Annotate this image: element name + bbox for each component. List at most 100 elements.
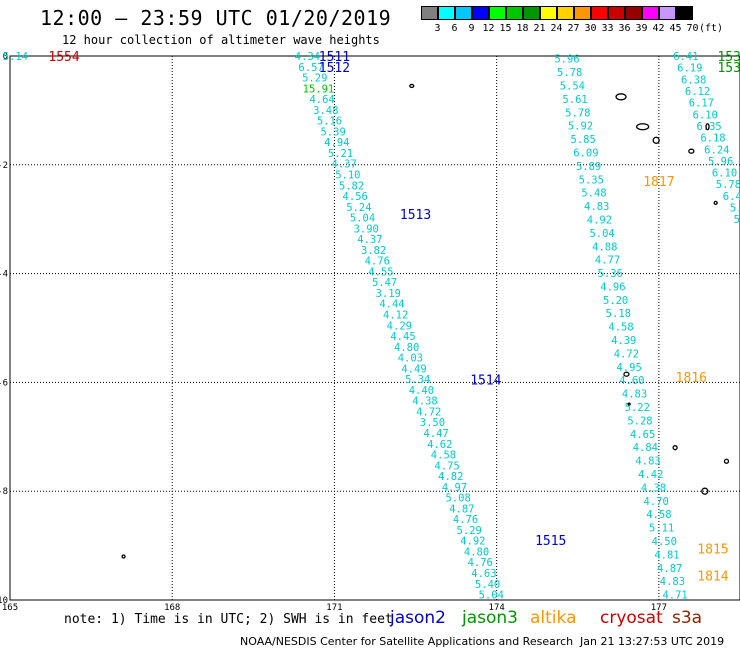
wave-height-point: 5.34 [405,374,430,386]
color-swatch [608,6,625,20]
color-scale-label: 3 [434,23,441,34]
wave-height-point: 6.4 [723,191,740,203]
wave-height-point: 4.44 [379,299,404,311]
wave-height-point: 4.65 [630,429,655,441]
pass-time-label: 1514 [470,374,501,389]
wave-height-point: 4.81 [654,549,679,561]
wave-height-point: 4.34 [295,51,320,63]
pass-time-label: 153 [717,50,740,65]
wave-height-point: 4.37 [357,234,382,246]
y-tick-label: -2 [0,161,8,171]
color-swatch [625,6,642,20]
y-tick-label: -8 [0,487,8,497]
wave-height-point: 4.72 [614,348,639,360]
color-scale-label: 9 [468,23,475,34]
island-outline [701,487,709,495]
x-tick-label: 177 [651,603,667,613]
wave-height-point: 4.58 [608,322,633,334]
legend-jason2: jason2 [390,608,446,628]
wave-height-point: 4.56 [343,191,368,203]
wave-height-point: 4.47 [423,428,448,440]
wave-height-point: 6.24 [704,144,729,156]
y-tick-label: 0 [3,52,8,62]
wave-height-point: 6.57 [298,62,323,74]
wave-height-point: 4.76 [453,514,478,526]
pass-time-label: 1817 [643,175,674,190]
island-outline [672,445,678,451]
credit-line: NOAA/NESDIS Center for Satellite Applica… [240,635,574,648]
wave-height-point: 5.78 [565,107,590,119]
wave-height-point: 5.35 [579,174,604,186]
wave-height-point: 3.19 [376,288,401,300]
wave-height-point: 4.03 [398,353,423,365]
wave-height-point: 5.16 [317,116,342,128]
x-tick-label: 174 [489,603,505,613]
wave-height-point: 5.47 [372,277,397,289]
pass-time-label: 1512 [319,61,350,76]
wave-height-point: 4.92 [587,214,612,226]
wave-height-point: 5.85 [571,134,596,146]
wave-height-point: 3.50 [420,417,445,429]
wave-height-point: 4.84 [633,442,658,454]
generated-timestamp: Jan 21 13:27:53 UTC 2019 [580,635,725,648]
wave-height-point: 5.89 [576,161,601,173]
wave-height-point: 4.49 [401,363,426,375]
x-tick-label: 168 [164,603,180,613]
color-scale-label: 21 [533,23,546,34]
color-swatch [438,6,455,20]
legend-s3a: s3a [672,608,703,628]
wave-height-point: 6.19 [677,63,702,75]
wave-height-point: 4.62 [427,439,452,451]
wave-height-point: 5.96 [708,156,733,168]
x-tick-label: 171 [326,603,342,613]
wave-height-point: 5.20 [603,295,628,307]
wave-height-point: 5.22 [625,402,650,414]
wave-height-point: 4.70 [644,496,669,508]
wave-height-point: 5.36 [598,268,623,280]
wave-height-point: 5.29 [457,525,482,537]
wave-height-point: 3.90 [354,223,379,235]
color-scale-label: 27 [567,23,580,34]
wave-height-point: 6.09 [573,147,598,159]
wave-height-point: 4.83 [660,576,685,588]
wave-height-point: 4.76 [468,557,493,569]
y-tick-label: -4 [0,270,8,280]
wave-height-point: 6.38 [681,74,706,86]
wave-height-point: 4.88 [592,241,617,253]
page-title: 12:00 – 23:59 UTC 01/20/2019 [40,6,392,30]
y-tick-label: -10 [0,596,8,606]
color-scale-label: 39 [635,23,648,34]
island-outline [409,83,415,89]
wave-height-point: 5.28 [627,415,652,427]
wave-height-point: 4.40 [409,385,434,397]
wave-height-point: 4.71 [662,590,687,602]
pass-time-label: 1513 [400,208,431,223]
wave-height-point: 4.37 [332,159,357,171]
island-outline [723,458,730,464]
legend-altika: altika [530,608,577,628]
color-scale-label: 18 [516,23,529,34]
wave-height-point: 4.58 [431,450,456,462]
wave-height-point: 6.17 [689,98,714,110]
wave-height-point: 5.08 [446,493,471,505]
wave-height-point: 5.78 [716,179,740,191]
color-scale-label: 70 [686,23,699,34]
color-swatch [489,6,506,20]
wave-height-point: 5.04 [350,213,375,225]
color-scale-label: 24 [550,23,563,34]
color-swatch [523,6,540,20]
wave-height-point: 5.04 [479,590,504,602]
wave-height-point: 6.18 [700,133,725,145]
color-swatch [676,6,693,20]
color-swatch [455,6,472,20]
island-outline [652,136,660,144]
wave-height-point: 4.82 [438,471,463,483]
wave-height-point: 4.64 [309,94,334,106]
color-swatch [506,6,523,20]
wave-height-point: 5.04 [589,228,614,240]
color-swatch [421,6,438,20]
island-outline [627,402,631,406]
wave-height-point: 5.11 [649,523,674,535]
color-scale-label: 42 [652,23,665,34]
